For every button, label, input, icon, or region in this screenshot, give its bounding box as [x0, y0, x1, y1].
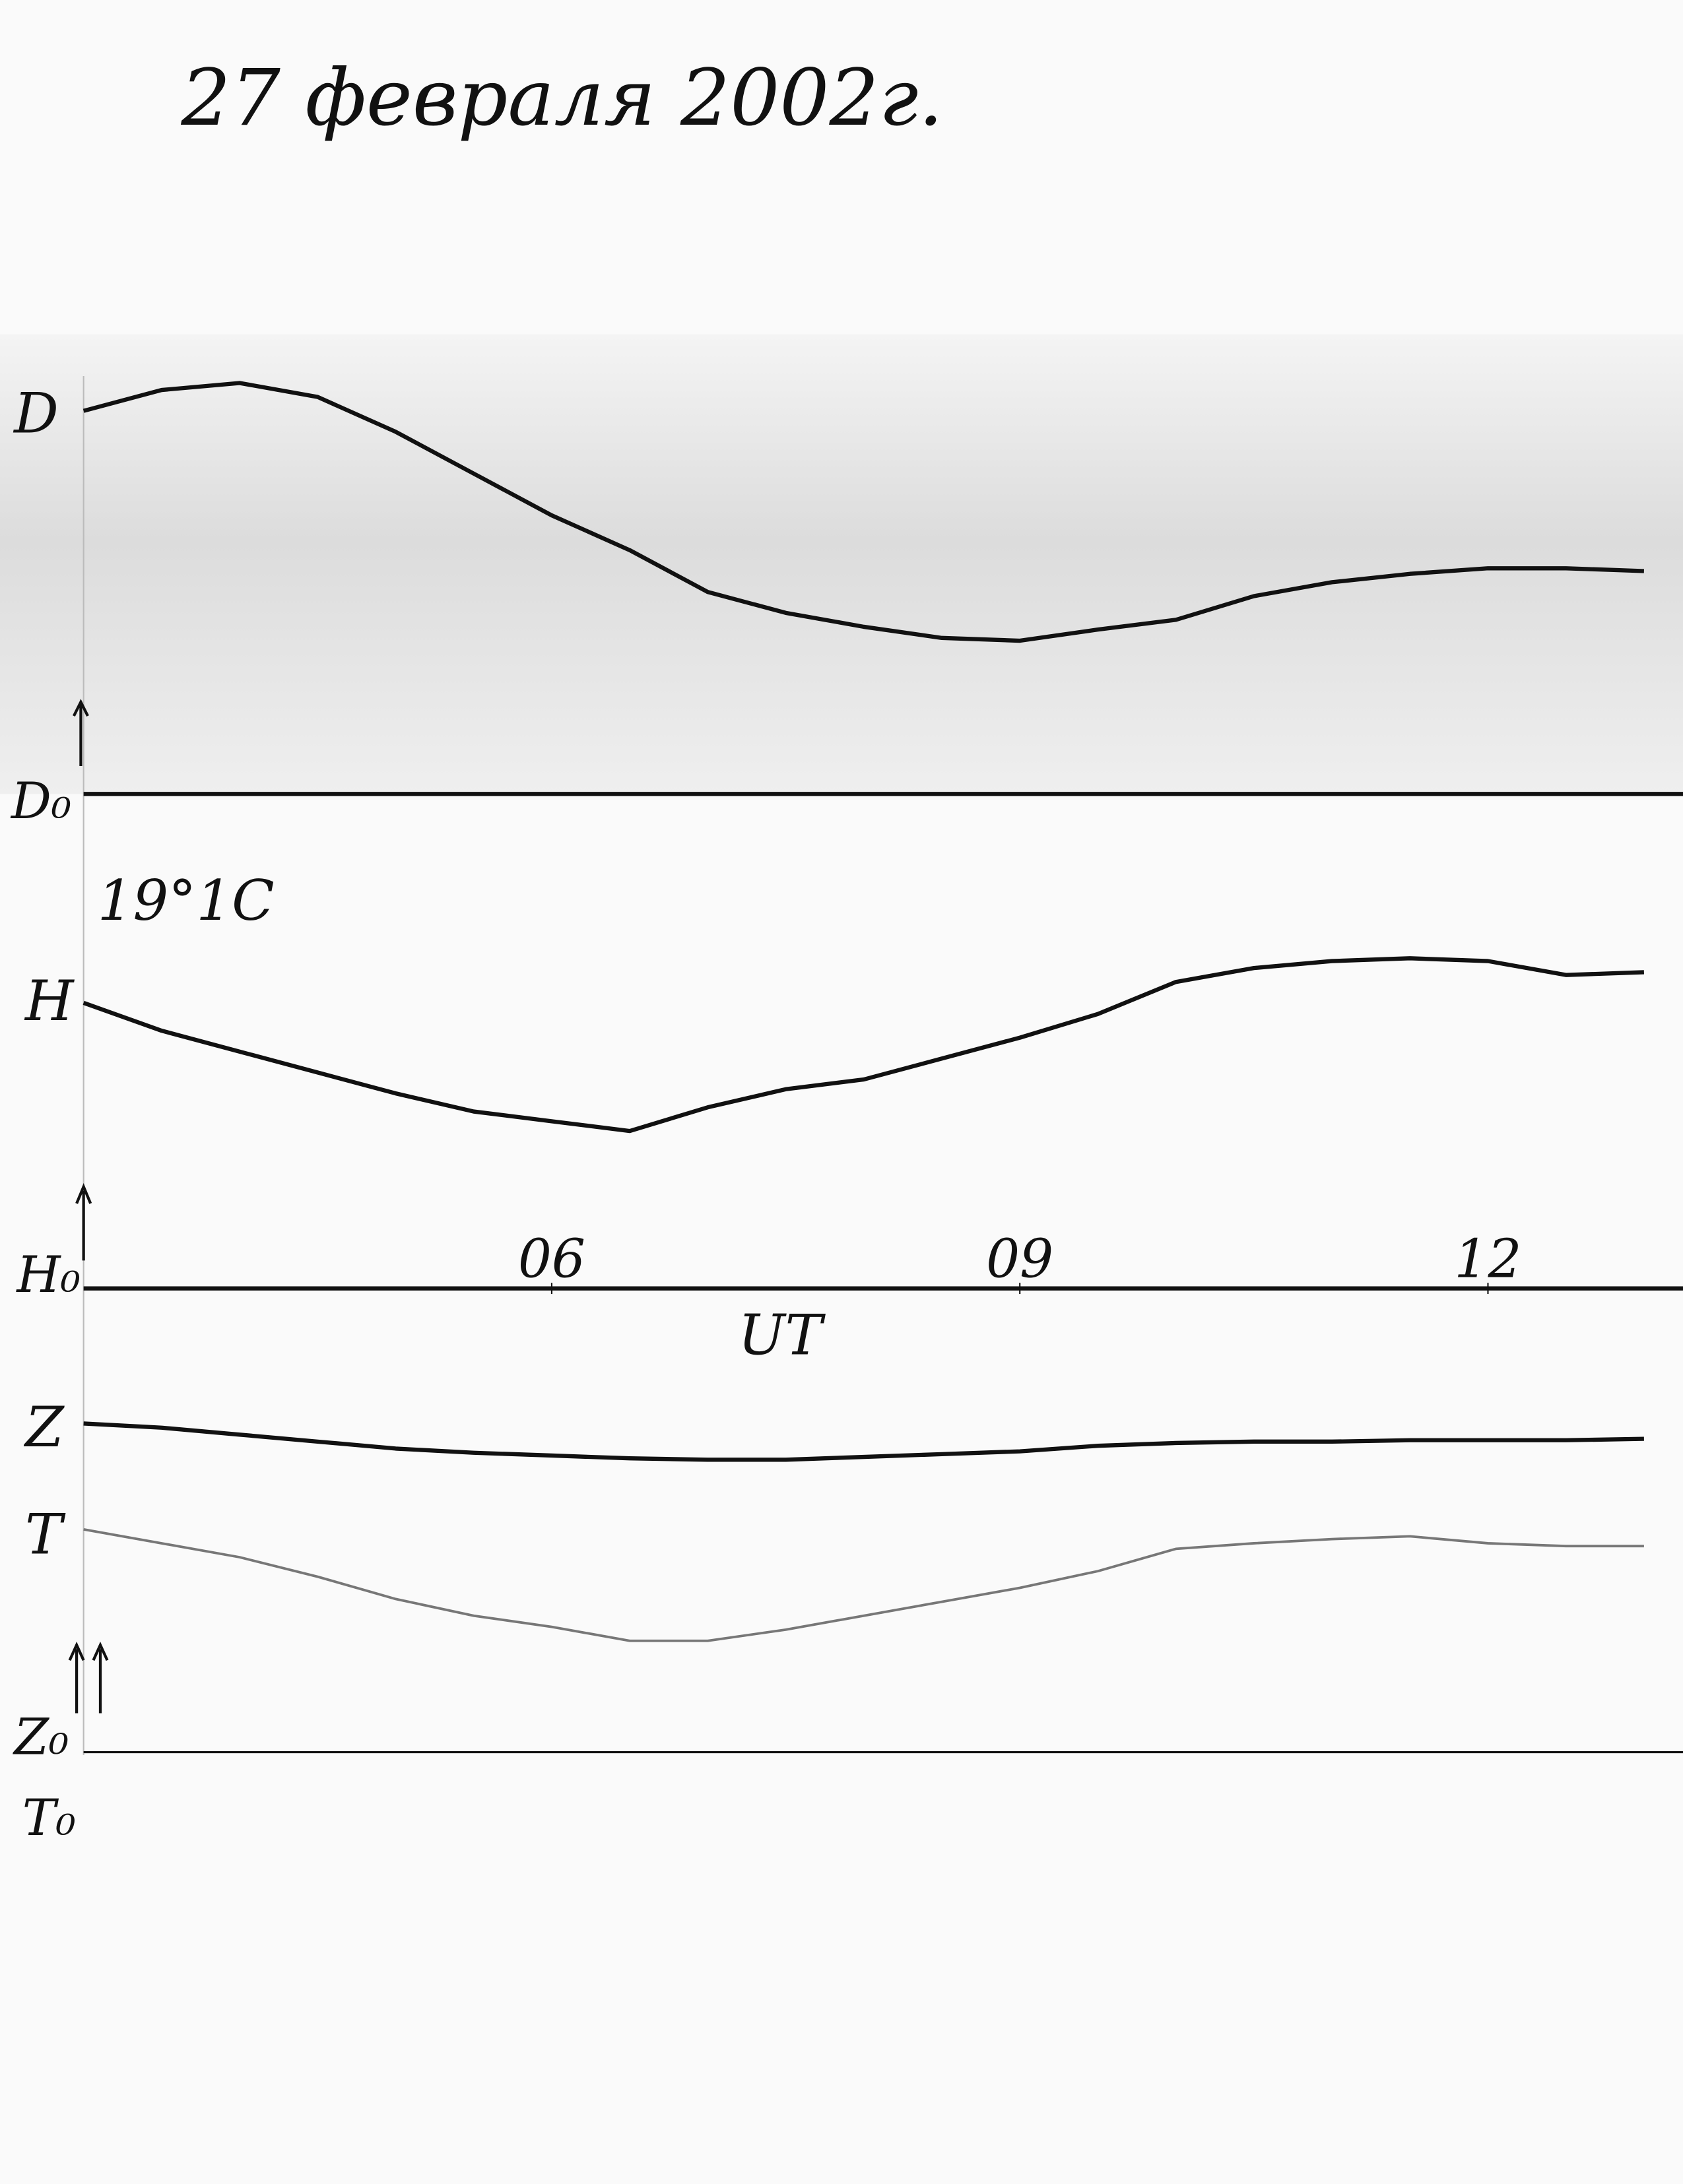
series-label: H	[24, 969, 75, 1033]
scan-shade	[0, 334, 1683, 794]
chart-title: 27 февраля 2002г.	[180, 52, 943, 143]
trace	[83, 1421, 1644, 1462]
trace	[82, 381, 1645, 643]
arrow	[75, 1183, 92, 1261]
series-label: D	[13, 381, 59, 445]
baseline-label: Z₀	[13, 1708, 69, 1766]
x-tick-label: 12	[1454, 1229, 1521, 1290]
baseline-label: H₀	[15, 1245, 81, 1304]
trace	[82, 956, 1645, 1134]
x-axis-label: UT	[738, 1303, 826, 1368]
annotation: 19°1C	[98, 868, 275, 933]
baseline-label: T₀	[22, 1788, 76, 1847]
series-label: T	[25, 1502, 66, 1567]
x-tick-label: 06	[518, 1229, 585, 1290]
series-label: Z	[23, 1395, 65, 1460]
arrow	[68, 1641, 109, 1714]
trace	[83, 1527, 1644, 1642]
arrow	[72, 699, 89, 767]
x-tick-label: 09	[986, 1229, 1053, 1290]
baseline-label: D₀	[10, 771, 71, 830]
